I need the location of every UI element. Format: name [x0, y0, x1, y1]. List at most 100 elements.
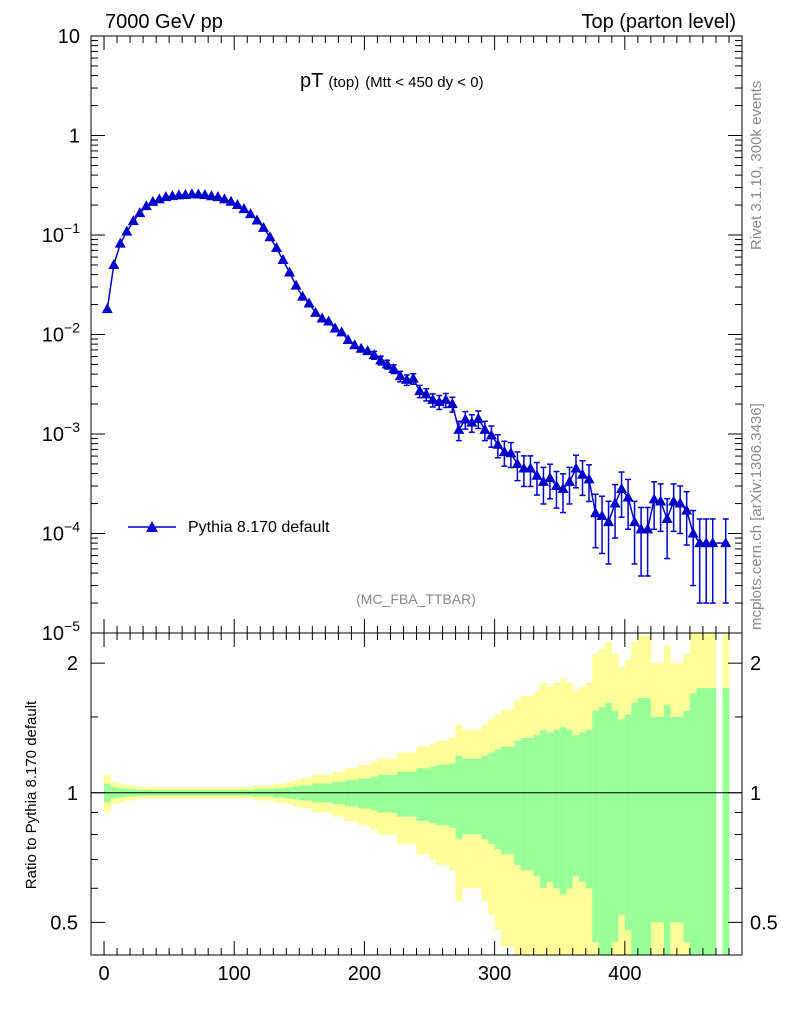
- data-point-triangle: [277, 254, 289, 265]
- data-point-triangle: [590, 507, 602, 518]
- ratio-band-inner: [598, 707, 606, 955]
- ratio-band-inner: [722, 688, 730, 955]
- data-point-triangle: [134, 207, 146, 218]
- y-tick-label-exponent: −3: [64, 419, 80, 435]
- data-point-triangle: [407, 372, 419, 383]
- data-point-triangle: [622, 491, 634, 502]
- ratio-band-inner: [462, 758, 469, 835]
- data-point-triangle: [440, 393, 452, 404]
- data-point-triangle: [310, 306, 322, 317]
- y-tick-label: 10−5: [42, 618, 80, 645]
- ratio-band-inner: [501, 746, 508, 855]
- ratio-band-inner: [592, 710, 600, 943]
- ratio-band-inner: [670, 716, 678, 923]
- data-point-triangle: [674, 497, 686, 508]
- data-point-triangle: [629, 516, 641, 527]
- ratio-band-inner: [455, 755, 463, 840]
- ratio-band-inner: [533, 735, 541, 877]
- data-point-triangle: [687, 527, 699, 538]
- data-point-triangle: [414, 385, 426, 396]
- main-axis-ticks: [91, 35, 742, 634]
- ratio-band-inner: [364, 778, 372, 809]
- ratio-band-inner: [624, 714, 632, 931]
- ratio-band-inner: [709, 688, 717, 955]
- data-point-triangle: [336, 326, 348, 337]
- ratio-band-inner: [481, 755, 489, 840]
- data-point-triangle: [655, 495, 667, 506]
- ratio-band-inner: [494, 749, 502, 850]
- data-point-triangle: [101, 303, 113, 314]
- ratio-band-inner: [553, 729, 561, 889]
- ratio-band-inner: [683, 710, 691, 943]
- y-tick-label-base: 10: [42, 325, 64, 347]
- data-point-triangle: [225, 195, 237, 206]
- plot-title: pT (top) (Mtt < 450 dy < 0): [300, 70, 484, 92]
- y-tick-label-exponent: −5: [64, 618, 80, 634]
- data-point-triangle: [661, 512, 673, 523]
- data-point-triangle: [284, 266, 296, 277]
- data-point-triangle: [485, 429, 497, 440]
- plot-title-cut: (Mtt < 450 dy < 0): [365, 74, 483, 91]
- ratio-band-inner: [357, 778, 365, 809]
- ratio-y-tick-label-right: 0.5: [750, 912, 778, 934]
- y-tick-label: 1: [69, 126, 80, 148]
- ratio-band-inner: [618, 719, 626, 916]
- ratio-band-inner: [507, 746, 515, 855]
- data-point-triangle: [297, 290, 309, 301]
- y-tick-label: 10−4: [42, 519, 80, 546]
- data-point-triangle: [720, 537, 732, 548]
- y-tick-label: 10−3: [42, 419, 80, 446]
- data-point-triangle: [531, 469, 543, 480]
- data-point-triangle: [642, 523, 654, 534]
- y-tick-label: 10: [58, 26, 80, 48]
- ratio-band-inner: [644, 698, 652, 955]
- data-point-triangle: [349, 339, 361, 350]
- data-point-triangle: [114, 237, 126, 248]
- ratio-plot-frame: [90, 632, 743, 956]
- y-tick-label: 10−1: [42, 220, 80, 247]
- ratio-band-inner: [611, 710, 619, 943]
- x-tick-label: 0: [98, 963, 109, 985]
- ratio-band-inner: [514, 740, 521, 865]
- ratio-band-inner: [566, 729, 574, 889]
- y-tick-label-exponent: −1: [64, 220, 80, 236]
- rivet-version-text: Rivet 3.1.10, 300k events: [748, 81, 765, 250]
- data-point-triangle: [544, 472, 556, 483]
- data-point-triangle: [616, 483, 628, 494]
- data-point-triangle: [492, 438, 504, 449]
- data-point-triangle: [603, 516, 615, 527]
- data-point-triangle: [557, 483, 569, 494]
- legend: Pythia 8.170 default: [128, 519, 330, 536]
- y-tick-label: 10−2: [42, 320, 80, 347]
- ratio-band-inner: [637, 698, 645, 955]
- data-point-triangle: [668, 495, 680, 506]
- data-point-triangle: [212, 191, 224, 202]
- data-point-triangle: [362, 345, 374, 356]
- data-point-triangle: [583, 473, 595, 484]
- ratio-band-inner: [540, 729, 547, 889]
- y-tick-label-exponent: −4: [64, 519, 80, 535]
- data-point-triangle: [388, 363, 400, 374]
- ratio-y-tick-label-right: 1: [750, 783, 761, 805]
- ratio-band-inner: [702, 688, 710, 955]
- x-tick-label: 200: [348, 963, 381, 985]
- data-point-triangle: [258, 221, 270, 232]
- data-point-triangle: [218, 193, 230, 204]
- data-point-triangle: [238, 203, 250, 214]
- data-point-triangle: [609, 497, 621, 508]
- y-tick-label-base: 10: [58, 26, 80, 48]
- data-point-triangle: [459, 413, 471, 424]
- data-point-triangle: [537, 475, 549, 486]
- ratio-band-inner: [449, 763, 456, 828]
- ratio-y-tick-label-left: 0.5: [50, 912, 78, 934]
- data-point-triangle: [472, 412, 484, 423]
- data-point-triangle: [121, 225, 133, 236]
- ratio-band-inner: [429, 766, 437, 824]
- mcplots-reference-text: mcplots.cern.ch [arXiv:1306.3436]: [748, 403, 765, 630]
- data-point-triangle: [251, 214, 263, 225]
- data-point-triangle: [394, 370, 406, 381]
- data-point-triangle: [329, 322, 341, 333]
- ratio-band-inner: [390, 774, 398, 813]
- legend-marker-triangle: [146, 521, 158, 532]
- ratio-band-inner: [579, 732, 587, 883]
